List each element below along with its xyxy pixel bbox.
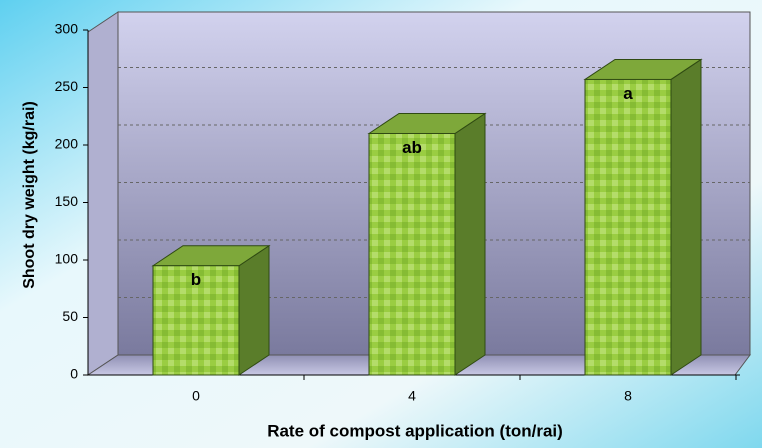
bar	[584, 78, 672, 376]
x-tick-label: 0	[192, 388, 200, 404]
bar-annotation: a	[623, 84, 633, 103]
y-tick-label: 300	[55, 21, 79, 37]
x-tick-label: 4	[408, 388, 416, 404]
y-axis-label: Shoot dry weight (kg/rai)	[21, 101, 38, 289]
bar	[368, 133, 456, 376]
y-tick-label: 150	[55, 193, 79, 209]
x-axis-label: Rate of compost application (ton/rai)	[267, 421, 563, 440]
y-tick-label: 50	[62, 308, 78, 324]
y-tick-label: 100	[55, 251, 79, 267]
bar-annotation: b	[191, 270, 201, 289]
bar-side	[670, 58, 702, 376]
bar	[152, 265, 240, 376]
bar-side	[238, 244, 270, 376]
y-tick-label: 0	[70, 366, 78, 382]
y-tick-label: 200	[55, 136, 79, 152]
x-tick-label: 8	[624, 388, 632, 404]
bar-side	[454, 112, 486, 376]
side-wall	[87, 11, 119, 376]
y-tick-label: 250	[55, 78, 79, 94]
bar-annotation: ab	[402, 138, 422, 157]
